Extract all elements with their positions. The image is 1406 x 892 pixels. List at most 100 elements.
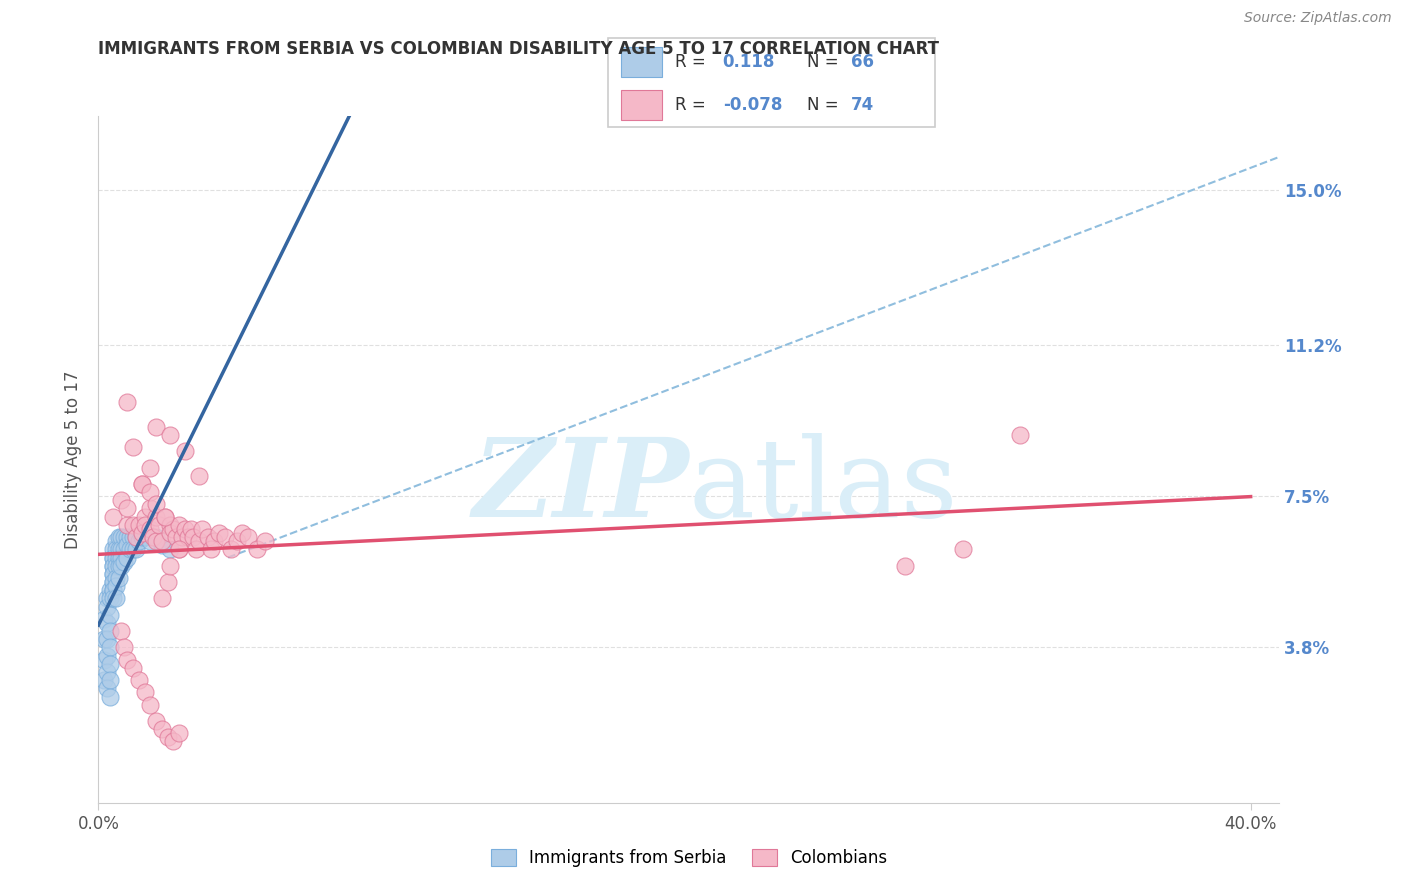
- Point: [122, 517, 145, 532]
- Point: [122, 542, 145, 557]
- Point: [93, 653, 115, 667]
- Point: [200, 542, 222, 557]
- Point: [104, 534, 127, 549]
- Text: 0.118: 0.118: [723, 53, 775, 70]
- Point: [145, 714, 167, 728]
- Text: Source: ZipAtlas.com: Source: ZipAtlas.com: [1244, 11, 1392, 25]
- Point: [112, 640, 135, 655]
- Point: [128, 673, 150, 688]
- Point: [202, 534, 225, 549]
- Point: [98, 673, 121, 688]
- Point: [254, 534, 277, 549]
- Point: [167, 542, 190, 557]
- Point: [110, 493, 132, 508]
- Point: [225, 534, 247, 549]
- Text: R =: R =: [675, 96, 706, 114]
- Point: [145, 530, 167, 544]
- Text: atlas: atlas: [689, 434, 959, 541]
- Point: [170, 530, 193, 544]
- Text: R =: R =: [675, 53, 706, 70]
- Text: -0.078: -0.078: [723, 96, 782, 114]
- Point: [139, 460, 162, 475]
- Point: [131, 477, 153, 491]
- Point: [115, 550, 138, 565]
- Point: [148, 517, 170, 532]
- Point: [107, 571, 129, 585]
- Point: [162, 734, 184, 748]
- Point: [191, 522, 214, 536]
- Point: [120, 542, 142, 557]
- Point: [156, 731, 179, 745]
- Point: [150, 591, 173, 606]
- Point: [115, 501, 138, 516]
- Point: [107, 542, 129, 557]
- Point: [104, 579, 127, 593]
- Point: [134, 517, 156, 532]
- Point: [219, 542, 242, 557]
- Point: [131, 526, 153, 541]
- Text: N =: N =: [807, 96, 838, 114]
- Point: [107, 530, 129, 544]
- Point: [115, 538, 138, 552]
- Point: [96, 591, 118, 606]
- Point: [145, 534, 167, 549]
- Point: [98, 583, 121, 598]
- Point: [159, 542, 181, 557]
- Point: [183, 530, 205, 544]
- Point: [104, 591, 127, 606]
- Point: [112, 555, 135, 569]
- Point: [115, 653, 138, 667]
- Point: [131, 477, 153, 491]
- Point: [173, 444, 195, 458]
- Point: [128, 534, 150, 549]
- Point: [101, 558, 124, 573]
- Point: [139, 485, 162, 500]
- Point: [165, 530, 187, 544]
- Point: [167, 517, 190, 532]
- Bar: [621, 47, 662, 77]
- Point: [96, 648, 118, 663]
- Point: [186, 542, 208, 557]
- Point: [128, 517, 150, 532]
- Point: [101, 558, 124, 573]
- Point: [167, 542, 190, 557]
- Point: [115, 517, 138, 532]
- Point: [110, 624, 132, 639]
- Point: [101, 591, 124, 606]
- Text: IMMIGRANTS FROM SERBIA VS COLOMBIAN DISABILITY AGE 5 TO 17 CORRELATION CHART: IMMIGRANTS FROM SERBIA VS COLOMBIAN DISA…: [98, 40, 939, 58]
- Point: [208, 526, 231, 541]
- Point: [107, 550, 129, 565]
- Point: [145, 497, 167, 511]
- Point: [214, 530, 236, 544]
- Text: ZIP: ZIP: [472, 434, 689, 541]
- Point: [145, 419, 167, 434]
- Point: [98, 591, 121, 606]
- Point: [159, 428, 181, 442]
- Point: [180, 522, 202, 536]
- Point: [125, 530, 148, 544]
- Point: [142, 530, 165, 544]
- Point: [167, 726, 190, 740]
- Point: [96, 599, 118, 614]
- Point: [96, 665, 118, 679]
- Point: [101, 550, 124, 565]
- Point: [98, 690, 121, 704]
- Point: [110, 550, 132, 565]
- Point: [153, 509, 176, 524]
- Point: [98, 640, 121, 655]
- Point: [104, 542, 127, 557]
- Point: [104, 550, 127, 565]
- Point: [177, 530, 200, 544]
- Point: [101, 583, 124, 598]
- Point: [101, 566, 124, 581]
- Point: [107, 558, 129, 573]
- Point: [231, 526, 253, 541]
- Point: [134, 685, 156, 699]
- Point: [188, 534, 211, 549]
- Point: [101, 575, 124, 590]
- Point: [952, 542, 974, 557]
- Point: [162, 522, 184, 536]
- Point: [159, 526, 181, 541]
- Point: [98, 624, 121, 639]
- Point: [115, 530, 138, 544]
